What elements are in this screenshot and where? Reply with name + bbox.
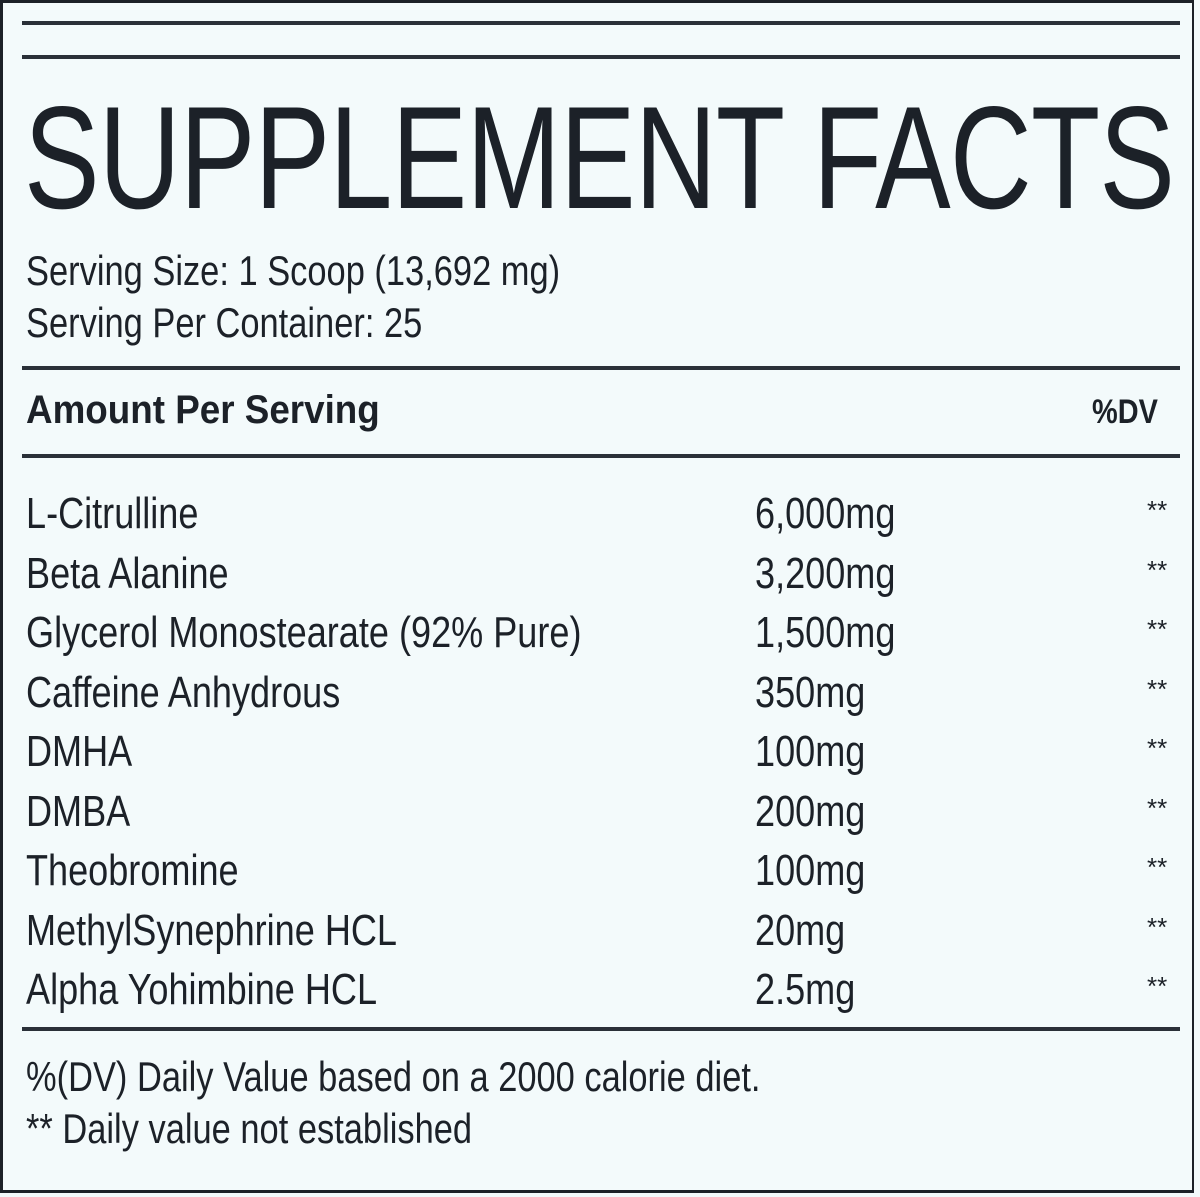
ingredient-name: Theobromine xyxy=(26,846,239,895)
ingredient-dv: ** xyxy=(1147,554,1168,585)
ingredient-amount: 20mg xyxy=(755,905,846,955)
ingredient-row: Caffeine Anhydrous 350mg ** xyxy=(0,665,1200,725)
divider xyxy=(22,366,1180,370)
divider xyxy=(22,21,1180,25)
ingredient-amount: 6,000mg xyxy=(755,489,896,538)
divider xyxy=(22,1027,1180,1031)
ingredient-dv: ** xyxy=(1147,792,1168,823)
footnote-not-established: ** Daily value not established xyxy=(26,1105,473,1152)
ingredient-amount: 1,500mg xyxy=(755,608,896,657)
ingredient-row: DMBA 200mg ** xyxy=(0,784,1200,844)
ingredient-dv: ** xyxy=(1147,971,1168,1001)
ingredient-name: Alpha Yohimbine HCL xyxy=(26,965,378,1014)
ingredient-amount: 3,200mg xyxy=(755,548,896,598)
ingredient-name: Glycerol Monostearate (92% Pure) xyxy=(26,608,582,657)
divider xyxy=(22,55,1180,59)
ingredient-amount: 2.5mg xyxy=(755,965,856,1014)
ingredient-amount: 200mg xyxy=(755,786,866,836)
ingredient-row: Alpha Yohimbine HCL 2.5mg ** xyxy=(0,962,1200,1022)
ingredient-amount: 100mg xyxy=(755,846,866,895)
ingredient-dv: ** xyxy=(1147,614,1168,644)
dv-header: %DV xyxy=(1092,393,1158,431)
ingredient-row: L-Citrulline 6,000mg ** xyxy=(0,486,1200,546)
ingredient-name: MethylSynephrine HCL xyxy=(26,905,398,955)
label-title: SUPPLEMENT FACTS xyxy=(24,76,1175,239)
ingredient-row: Beta Alanine 3,200mg ** xyxy=(0,546,1200,606)
ingredient-name: Caffeine Anhydrous xyxy=(26,667,341,717)
ingredient-row: Glycerol Monostearate (92% Pure) 1,500mg *… xyxy=(0,605,1200,665)
ingredient-row: DMHA 100mg ** xyxy=(0,724,1200,784)
ingredient-dv: ** xyxy=(1147,733,1168,763)
footnote-dv: %(DV) Daily Value based on a 2000 calori… xyxy=(26,1053,761,1100)
ingredient-dv: ** xyxy=(1147,852,1168,882)
ingredient-name: DMHA xyxy=(26,727,133,776)
ingredient-amount: 100mg xyxy=(755,727,866,776)
servings-per-container: Serving Per Container: 25 xyxy=(26,299,423,346)
ingredient-row: MethylSynephrine HCL 20mg ** xyxy=(0,903,1200,963)
ingredient-dv: ** xyxy=(1147,673,1168,704)
ingredient-dv: ** xyxy=(1147,495,1168,525)
serving-size: Serving Size: 1 Scoop (13,692 mg) xyxy=(26,247,561,294)
ingredient-row: Theobromine 100mg ** xyxy=(0,843,1200,903)
ingredient-name: L-Citrulline xyxy=(26,489,199,538)
divider xyxy=(22,454,1180,458)
ingredient-name: DMBA xyxy=(26,786,131,836)
amount-per-serving-header: Amount Per Serving xyxy=(26,388,380,432)
ingredient-dv: ** xyxy=(1147,911,1168,942)
ingredient-amount: 350mg xyxy=(755,667,866,717)
ingredient-name: Beta Alanine xyxy=(26,548,229,598)
